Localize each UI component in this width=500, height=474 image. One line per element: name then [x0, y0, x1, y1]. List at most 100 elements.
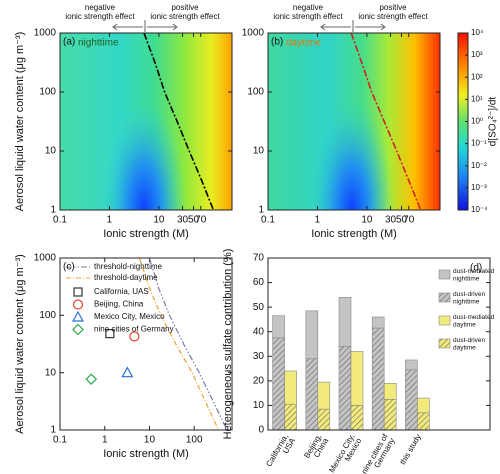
legend-label: dust-mediated nighttime [453, 268, 495, 283]
bar-segment [383, 383, 397, 400]
x-tick-label: 30 [385, 215, 397, 226]
y-tick-label: 50 [253, 302, 265, 313]
legend-label: nine cities of Germany [94, 325, 174, 334]
x-tick-label: 1 [102, 435, 108, 446]
annotation-arrow [112, 23, 143, 31]
threshold-line [143, 32, 215, 211]
y-tick-label: 10 [45, 146, 57, 157]
y-tick-label: 1 [258, 205, 264, 216]
legend-label: dust-mediated daytime [453, 314, 495, 329]
x-tick-label: 70 [195, 215, 207, 226]
legend-label: Mexico City, Mexico [94, 312, 165, 321]
y-tick-label: 1 [50, 205, 56, 216]
legend-label: dust-driven nighttime [453, 291, 486, 306]
x-tick-label: 0.1 [53, 215, 67, 226]
annotation: positive ionic strength effect [358, 3, 428, 21]
x-axis-label: Ionic strength (M) [103, 228, 189, 240]
bar-segment [350, 351, 364, 406]
x-axis-label: Ionic strength (M) [103, 448, 189, 460]
bar-segment [338, 297, 352, 347]
marker-diamond [72, 323, 84, 336]
x-tick-label: 10 [153, 215, 165, 226]
bar-segment [305, 358, 319, 431]
x-tick-label: this study [398, 433, 423, 467]
y-tick-label: 100 [39, 310, 56, 321]
plot-frame [267, 257, 491, 431]
x-tick-label: 50 [188, 215, 200, 226]
threshold-line [350, 32, 422, 211]
bar-segment [417, 397, 430, 414]
heatmap [268, 33, 440, 210]
annotation-arrow [320, 23, 351, 31]
annotation-arrow [147, 23, 178, 31]
x-tick-label: 0.1 [261, 215, 275, 226]
x-tick-label: 10 [144, 435, 156, 446]
legend-swatch [438, 269, 451, 280]
plot-frame [267, 32, 441, 211]
threshold-line [138, 257, 220, 431]
x-tick-label: 0.1 [53, 435, 67, 446]
x-tick-label: 30 [177, 215, 189, 226]
panel-tag: nighttime [78, 38, 119, 49]
x-tick-label: 100 [186, 435, 203, 446]
legend-label: dust-driven daytime [453, 337, 486, 352]
marker-diamond [85, 373, 98, 386]
colorbar-tick-label: 10⁻¹ [471, 139, 487, 148]
y-axis-label: Aerosol liquid water content (μg m⁻³) [14, 32, 26, 212]
legend-label: threshold-daytime [94, 273, 158, 282]
bar-segment [405, 369, 418, 431]
x-tick-label: nine cities ofGermany [360, 432, 397, 474]
y-tick-label: 100 [39, 87, 56, 98]
bar-segment [383, 398, 397, 431]
y-tick-label: 1000 [34, 253, 57, 264]
y-tick-label: 0 [258, 425, 264, 436]
y-tick-label: 1000 [242, 28, 265, 39]
y-tick-label: 10 [253, 400, 265, 411]
heatmap-low-region [310, 100, 394, 210]
bar-segment [317, 408, 331, 431]
panel-label: (b) [271, 37, 283, 48]
x-tick-label: 1 [107, 215, 113, 226]
marker-square [105, 329, 115, 339]
y-tick-label: 1000 [34, 28, 57, 39]
y-tick-label: 40 [253, 326, 265, 337]
threshold-line [148, 257, 228, 431]
colorbar-tick-label: 10¹ [471, 94, 483, 103]
marker-triangle [121, 366, 134, 378]
heatmap-low-region [102, 100, 186, 210]
marker-square [73, 287, 83, 297]
x-tick-label: 10 [361, 215, 373, 226]
y-axis-label: Aerosol liquid water content (μg m⁻³) [14, 254, 26, 434]
bar-segment [272, 315, 285, 339]
annotation-arrow [355, 23, 386, 31]
y-tick-label: 60 [253, 277, 265, 288]
x-axis-label: Ionic strength (M) [311, 228, 397, 240]
colorbar-tick-label: 10⁰ [471, 117, 483, 126]
x-tick-label: California,USA [264, 432, 297, 472]
legend-swatch [438, 315, 451, 326]
marker-circle [129, 331, 140, 342]
bar-segment [338, 346, 352, 431]
y-tick-label: 70 [253, 253, 265, 264]
panel-label: (d) [470, 263, 482, 274]
colorbar-tick-label: 10⁴ [471, 28, 484, 37]
bar-segment [371, 316, 385, 329]
bar-segment [317, 381, 331, 410]
y-tick-label: 10 [253, 146, 265, 157]
y-tick-label: 1 [50, 425, 56, 436]
y-tick-label: 20 [253, 375, 265, 386]
legend-swatch [438, 292, 451, 303]
legend-label: threshold-nighttime [94, 262, 163, 271]
legend-swatch [438, 338, 451, 349]
x-tick-label: Beijing,China [302, 432, 330, 464]
annotation: negative ionic strength effect [273, 3, 343, 21]
panel-tag: daytime [286, 38, 321, 49]
bar-segment [284, 403, 297, 431]
x-tick-label: 1 [315, 215, 321, 226]
bar-segment [305, 310, 319, 360]
plot-frame [59, 257, 233, 431]
x-tick-label: 50 [396, 215, 408, 226]
bar-segment [272, 337, 285, 431]
x-tick-label: Mexico City,Mexico [327, 432, 363, 474]
